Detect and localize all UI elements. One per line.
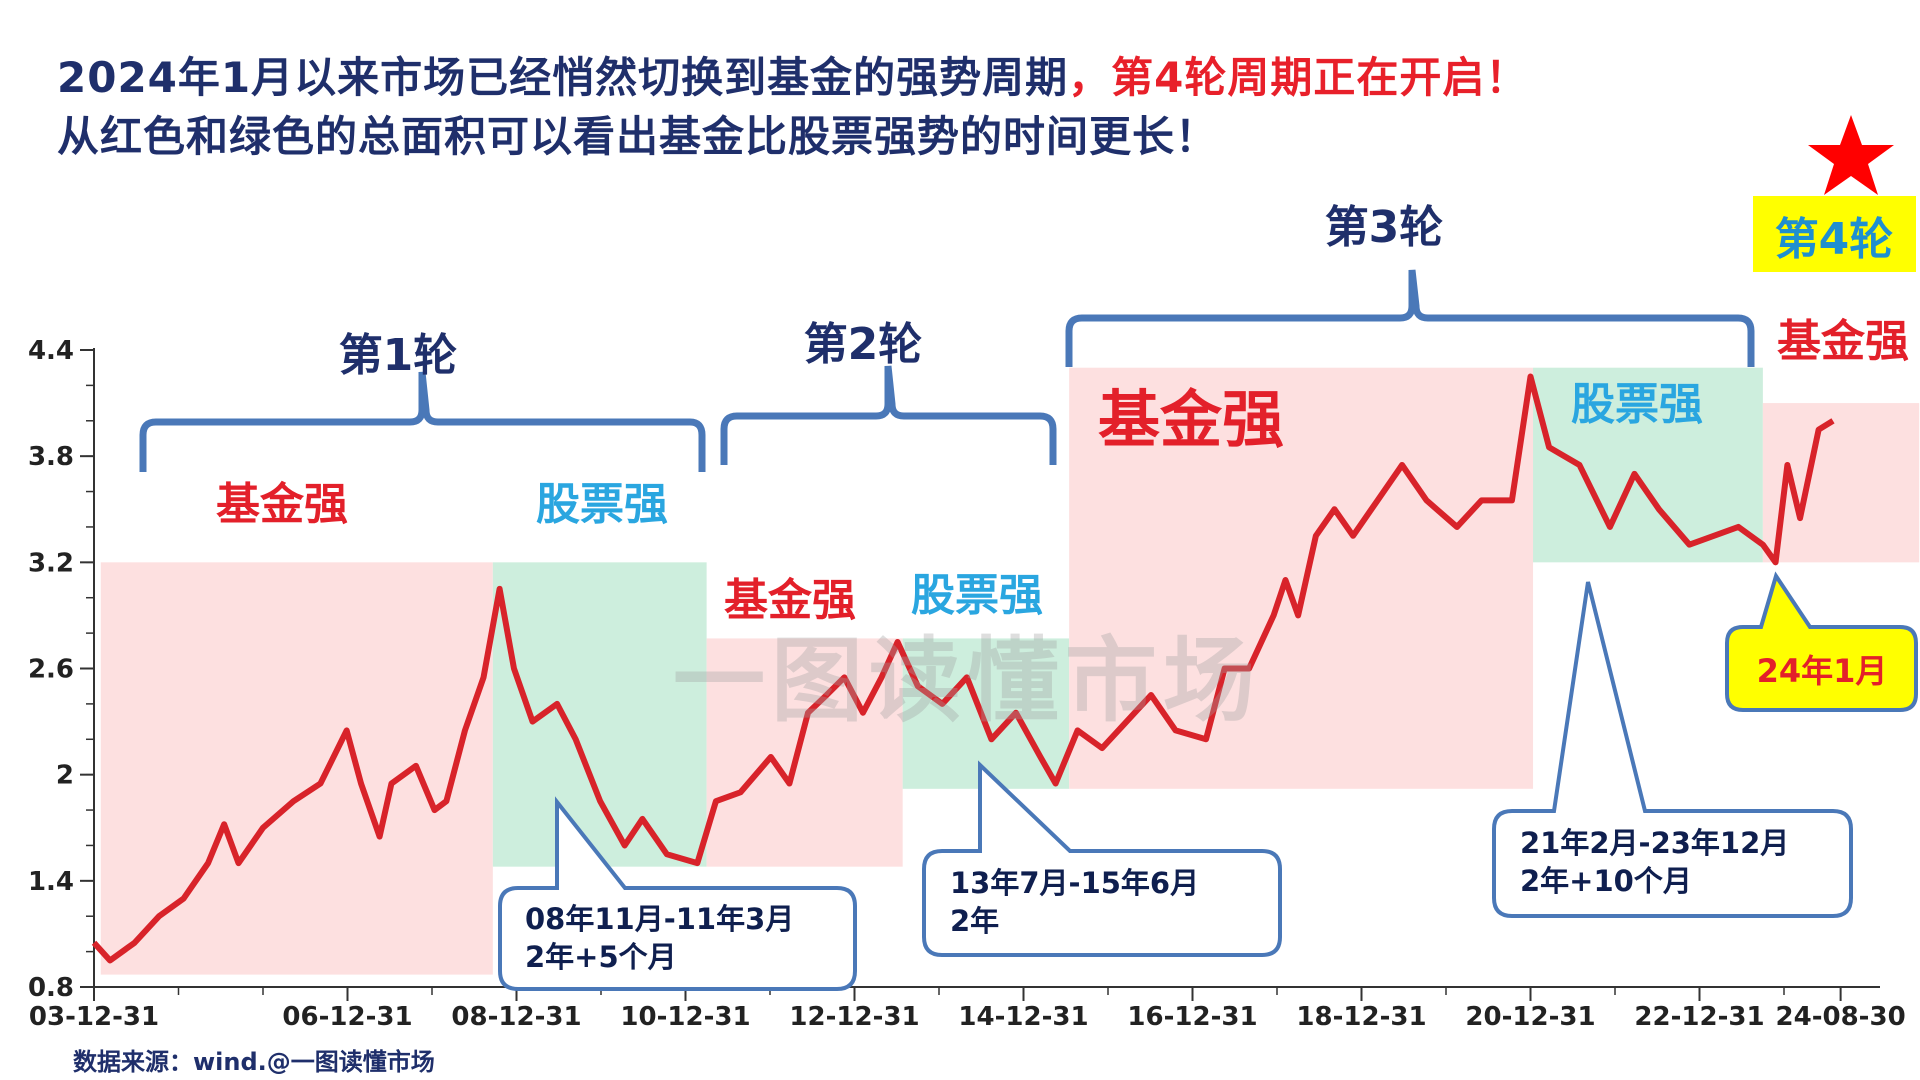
y-tick-label: 0.8	[28, 973, 74, 1003]
callout-1-text: 08年11月-11年3月 2年+5个月	[525, 900, 794, 976]
fund-zone-4	[1069, 367, 1534, 789]
y-tick-label: 4.4	[28, 336, 74, 366]
x-tick-label: 03-12-31	[29, 1002, 159, 1032]
round-4-label: 第4轮	[1774, 214, 1894, 265]
x-tick-label: 12-12-31	[789, 1002, 919, 1032]
title-main: 2024年1月以来市场已经悄然切换到基金的强势周期	[57, 53, 1069, 102]
star-icon	[1808, 115, 1894, 195]
fund-strong-label-2: 基金强	[724, 575, 856, 626]
x-tick-label: 14-12-31	[958, 1002, 1088, 1032]
title-line-1: 2024年1月以来市场已经悄然切换到基金的强势周期，第4轮周期正在开启！	[57, 44, 1528, 105]
title-line-2: 从红色和绿色的总面积可以看出基金比股票强势的时间更长！	[57, 112, 1219, 161]
round-1-label: 第1轮	[338, 330, 458, 381]
start-callout-box	[1725, 571, 1918, 712]
x-tick-label: 24-08-30	[1776, 1002, 1906, 1032]
callout-3-period: 21年2月-23年12月	[1520, 826, 1790, 860]
fund-zone-0	[100, 562, 493, 975]
callout-2-period: 13年7月-15年6月	[950, 866, 1200, 900]
stock-strong-label-1: 股票强	[536, 479, 668, 530]
title-highlight: ，第4轮周期正在开启！	[1068, 53, 1529, 102]
round4-highlight	[1753, 196, 1916, 272]
stock-strong-label-2: 股票强	[911, 570, 1043, 621]
y-tick-label: 2	[56, 761, 74, 791]
y-tick-label: 2.6	[28, 655, 74, 685]
round1-brace	[139, 371, 706, 472]
callout-1-box	[498, 796, 857, 991]
callout-3-text: 21年2月-23年12月 2年+10个月	[1520, 824, 1789, 900]
x-tick-label: 20-12-31	[1465, 1002, 1595, 1032]
callout-2-box	[922, 760, 1282, 957]
watermark: 一图读懂市场	[672, 627, 1262, 735]
x-tick-label: 06-12-31	[282, 1002, 412, 1032]
data-source: 数据来源：wind.@一图读懂市场	[73, 1048, 435, 1076]
y-tick-label: 3.8	[28, 442, 74, 472]
y-tick-label: 3.2	[28, 548, 74, 578]
ratio-line	[91, 373, 1835, 964]
fund-strong-label-3: 基金强	[1097, 383, 1285, 456]
round-3-label: 第3轮	[1324, 202, 1444, 253]
callout-2-duration: 2年	[950, 904, 1000, 938]
callout-1-duration: 2年+5个月	[525, 940, 677, 974]
round-2-label: 第2轮	[803, 319, 923, 370]
callout-3-box	[1492, 581, 1853, 918]
fund-strong-label-4: 基金强	[1777, 316, 1909, 367]
callout-2-text: 13年7月-15年6月 2年	[950, 864, 1199, 940]
callout-1-period: 08年11月-11年3月	[525, 902, 795, 936]
start-callout-text: 24年1月	[1756, 652, 1888, 690]
fund-zone-2	[706, 638, 903, 867]
x-tick-label: 18-12-31	[1296, 1002, 1426, 1032]
round2-brace	[720, 365, 1057, 465]
stock-strong-label-3: 股票强	[1571, 379, 1703, 430]
round3-brace	[1065, 269, 1755, 367]
x-tick-label: 22-12-31	[1634, 1002, 1764, 1032]
fund-strong-label-1: 基金强	[216, 479, 348, 530]
x-tick-label: 16-12-31	[1127, 1002, 1257, 1032]
x-tick-label: 10-12-31	[620, 1002, 750, 1032]
callout-3-duration: 2年+10个月	[1520, 864, 1692, 898]
y-tick-label: 1.4	[28, 867, 74, 897]
x-tick-label: 08-12-31	[451, 1002, 581, 1032]
